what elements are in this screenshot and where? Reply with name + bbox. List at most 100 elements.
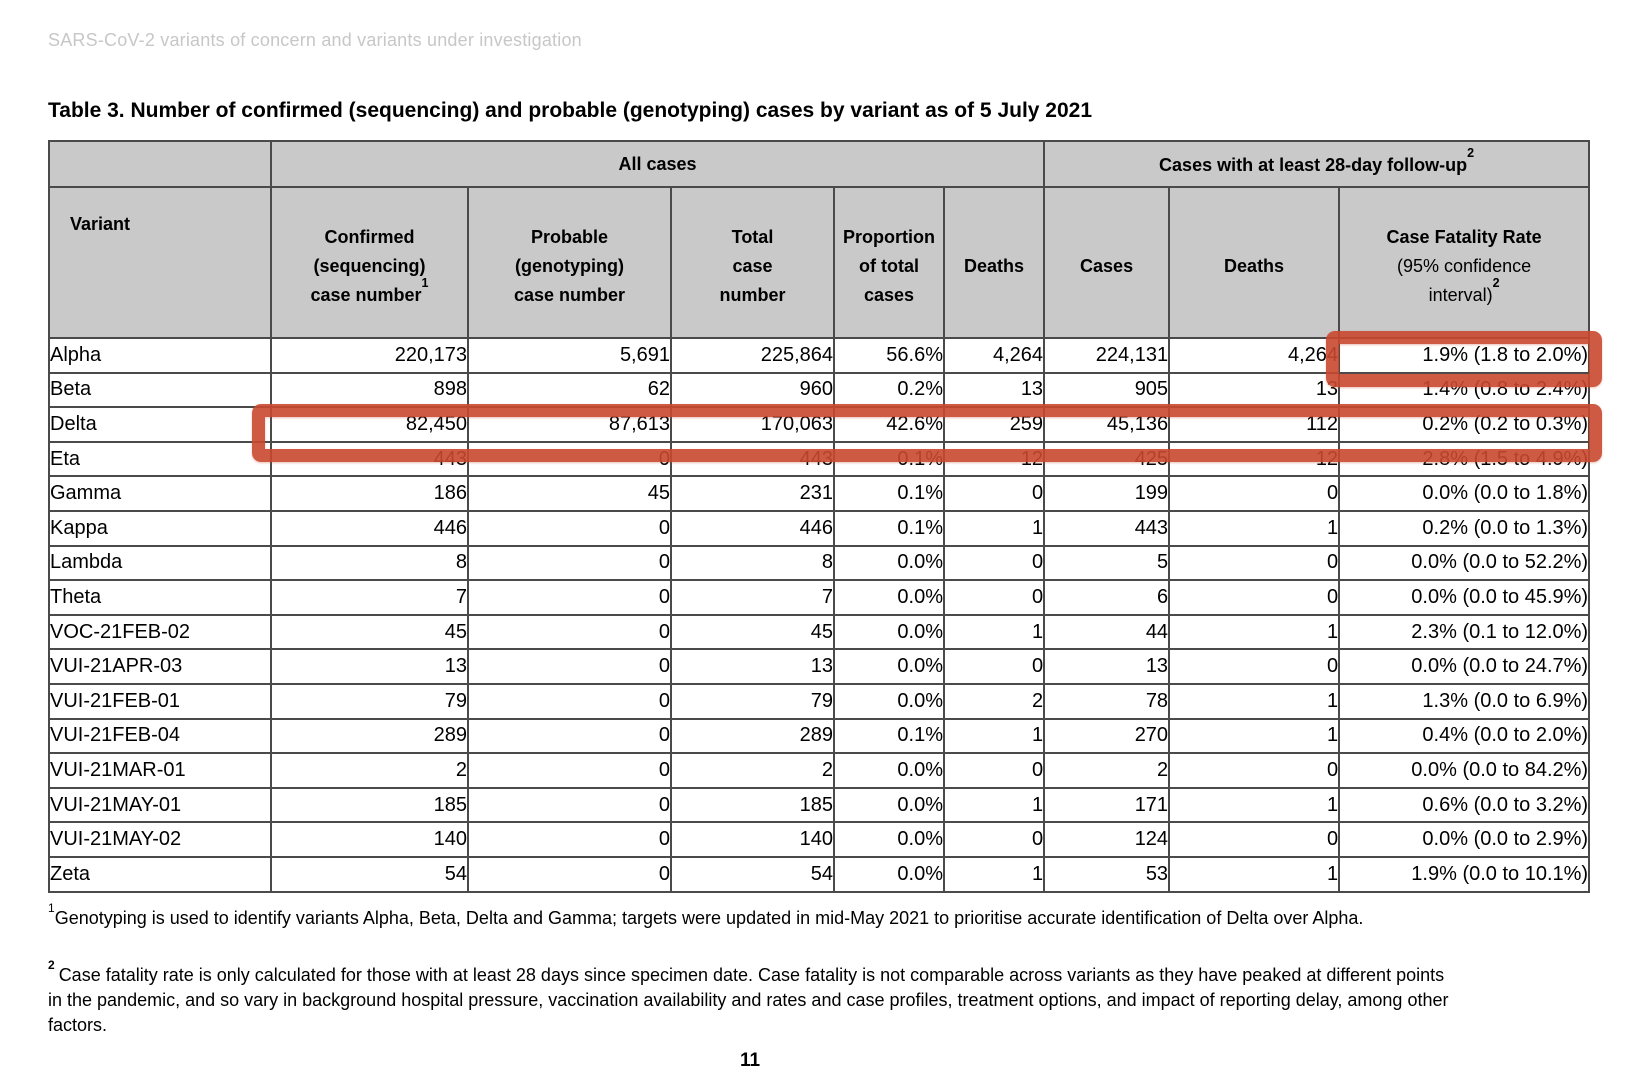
cell-variant: Beta bbox=[48, 371, 272, 409]
cell-cfr: 0.0% (0.0 to 52.2%) bbox=[1338, 544, 1591, 582]
cell-fu-deaths: 1 bbox=[1168, 613, 1341, 651]
cell-proportion: 0.0% bbox=[833, 579, 945, 616]
cell-cfr: 0.0% (0.0 to 45.9%) bbox=[1338, 579, 1591, 616]
cell-deaths: 12 bbox=[942, 440, 1046, 478]
col-header-confirmed-label: Confirmed (sequencing) case number bbox=[310, 226, 426, 306]
cell-fu-cases: 905 bbox=[1043, 371, 1171, 409]
cell-cfr: 0.2% (0.2 to 0.3%) bbox=[1338, 406, 1591, 443]
footnote-2-text: Case fatality rate is only calculated fo… bbox=[48, 965, 1449, 1036]
table-row: Beta 898 62 960 0.2% 13 905 13 1.4% (0.8 to 2.4%… bbox=[48, 371, 1591, 409]
cell-fu-deaths: 4,264 bbox=[1168, 337, 1341, 374]
cell-fu-cases: 124 bbox=[1043, 821, 1171, 858]
cell-variant: Gamma bbox=[48, 475, 272, 512]
cell-total: 446 bbox=[670, 509, 835, 547]
cell-probable: 0 bbox=[467, 717, 672, 755]
cell-deaths: 0 bbox=[942, 648, 1046, 685]
col-header-variant: Variant bbox=[48, 186, 272, 339]
group-header-follow-up-superscript: 2 bbox=[1467, 145, 1475, 160]
col-header-cfr: Case Fatality Rate (95% confidence inter… bbox=[1338, 186, 1591, 339]
cell-fu-cases: 78 bbox=[1043, 682, 1171, 720]
cell-variant: Alpha bbox=[48, 337, 272, 374]
cell-cfr: 0.0% (0.0 to 24.7%) bbox=[1338, 648, 1591, 685]
cell-proportion: 0.0% bbox=[833, 613, 945, 651]
column-header-row: Variant Confirmed (sequencing) case numb… bbox=[48, 186, 1591, 339]
cell-fu-cases: 6 bbox=[1043, 579, 1171, 616]
cell-probable: 0 bbox=[467, 821, 672, 858]
cell-cfr: 1.9% (1.8 to 2.0%) bbox=[1338, 337, 1591, 374]
cell-probable: 0 bbox=[467, 509, 672, 547]
cell-probable: 0 bbox=[467, 544, 672, 582]
cell-variant: Kappa bbox=[48, 509, 272, 547]
cell-confirmed: 13 bbox=[270, 648, 469, 685]
cell-fu-cases: 5 bbox=[1043, 544, 1171, 582]
col-header-fu-deaths: Deaths bbox=[1168, 186, 1341, 339]
cell-total: 54 bbox=[670, 855, 835, 893]
table-row: Delta 82,450 87,613 170,063 42.6% 259 45,136 11… bbox=[48, 406, 1591, 443]
group-header-all-cases: All cases bbox=[269, 140, 1046, 188]
cell-confirmed: 898 bbox=[270, 371, 469, 409]
cell-variant: VOC-21FEB-02 bbox=[48, 613, 272, 651]
cell-deaths: 1 bbox=[942, 855, 1046, 893]
cell-probable: 0 bbox=[467, 682, 672, 720]
cell-confirmed: 54 bbox=[270, 855, 469, 893]
cell-proportion: 0.0% bbox=[833, 682, 945, 720]
cell-probable: 5,691 bbox=[467, 337, 672, 374]
col-header-confirmed-superscript: 1 bbox=[421, 276, 429, 291]
col-header-cfr-superscript: 2 bbox=[1492, 276, 1500, 291]
cell-total: 140 bbox=[670, 821, 835, 858]
cell-cfr: 1.9% (0.0 to 10.1%) bbox=[1338, 855, 1591, 893]
cell-fu-deaths: 0 bbox=[1168, 821, 1341, 858]
cell-fu-deaths: 12 bbox=[1168, 440, 1341, 478]
col-header-probable-label: Probable (genotyping) case number bbox=[513, 227, 626, 305]
variants-table: All cases Cases with at least 28-day fol… bbox=[48, 140, 1591, 893]
cell-fu-cases: 199 bbox=[1043, 475, 1171, 512]
cell-total: 289 bbox=[670, 717, 835, 755]
cell-confirmed: 7 bbox=[270, 579, 469, 616]
cell-proportion: 0.0% bbox=[833, 821, 945, 858]
cell-total: 185 bbox=[670, 786, 835, 824]
cell-fu-cases: 13 bbox=[1043, 648, 1171, 685]
table-row: Zeta 54 0 54 0.0% 1 53 1 1.9% (0.0 to 10.1%) bbox=[48, 855, 1591, 893]
group-header-row: All cases Cases with at least 28-day fol… bbox=[48, 140, 1591, 188]
cell-deaths: 0 bbox=[942, 821, 1046, 858]
cell-deaths: 0 bbox=[942, 752, 1046, 789]
cell-proportion: 0.0% bbox=[833, 786, 945, 824]
cell-total: 231 bbox=[670, 475, 835, 512]
cell-confirmed: 2 bbox=[270, 752, 469, 789]
cell-cfr: 1.3% (0.0 to 6.9%) bbox=[1338, 682, 1591, 720]
cell-fu-deaths: 1 bbox=[1168, 786, 1341, 824]
cell-deaths: 2 bbox=[942, 682, 1046, 720]
col-header-proportion-label: Proportion of total cases bbox=[843, 227, 935, 305]
cell-fu-cases: 53 bbox=[1043, 855, 1171, 893]
cell-proportion: 0.1% bbox=[833, 717, 945, 755]
table-row: Lambda 8 0 8 0.0% 0 5 0 0.0% (0.0 to 52.2%) bbox=[48, 544, 1591, 582]
table-row: VUI-21FEB-01 79 0 79 0.0% 2 78 1 1.3% (0.0 to 6.… bbox=[48, 682, 1591, 720]
footnote-1: 1Genotyping is used to identify variants… bbox=[48, 901, 1460, 931]
cell-total: 2 bbox=[670, 752, 835, 789]
cell-fu-deaths: 13 bbox=[1168, 371, 1341, 409]
cell-probable: 0 bbox=[467, 579, 672, 616]
cell-confirmed: 185 bbox=[270, 786, 469, 824]
cell-variant: VUI-21MAY-01 bbox=[48, 786, 272, 824]
cell-deaths: 0 bbox=[942, 475, 1046, 512]
cell-total: 170,063 bbox=[670, 406, 835, 443]
cell-variant: VUI-21MAY-02 bbox=[48, 821, 272, 858]
col-header-proportion: Proportion of total cases bbox=[833, 186, 945, 339]
cell-proportion: 0.2% bbox=[833, 371, 945, 409]
footnote-2: 2 Case fatality rate is only calculated f… bbox=[48, 958, 1460, 1039]
cell-fu-deaths: 1 bbox=[1168, 682, 1341, 720]
cell-deaths: 0 bbox=[942, 544, 1046, 582]
cell-confirmed: 186 bbox=[270, 475, 469, 512]
cell-fu-cases: 44 bbox=[1043, 613, 1171, 651]
cell-cfr: 0.4% (0.0 to 2.0%) bbox=[1338, 717, 1591, 755]
col-header-probable: Probable (genotyping) case number bbox=[467, 186, 672, 339]
page-number: 11 bbox=[739, 1050, 761, 1071]
cell-fu-deaths: 1 bbox=[1168, 509, 1341, 547]
cell-probable: 87,613 bbox=[467, 406, 672, 443]
cell-variant: Theta bbox=[48, 579, 272, 616]
cell-deaths: 259 bbox=[942, 406, 1046, 443]
cell-fu-cases: 443 bbox=[1043, 509, 1171, 547]
cell-total: 960 bbox=[670, 371, 835, 409]
cell-deaths: 1 bbox=[942, 717, 1046, 755]
